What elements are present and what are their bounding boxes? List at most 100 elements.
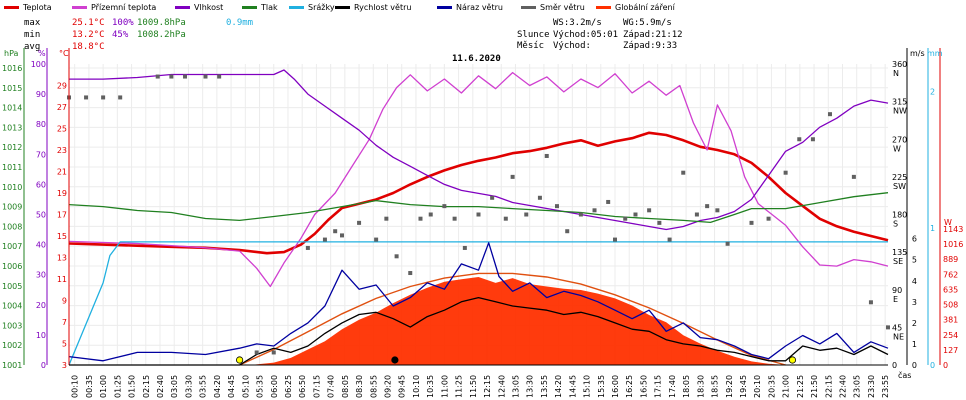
sunset-marker [788,356,797,364]
stat-avg-label: avg [24,42,40,52]
x-tick-label: 11:00 [440,375,449,398]
direction-point [271,350,276,355]
stat-max-temp: 25.1°C [72,18,105,28]
direction-point [183,74,188,79]
x-tick-label: 15:10 [583,375,592,398]
direction-point [667,237,672,242]
chart-title: 11.6.2020 [452,54,501,64]
stat-min-pres: 1008.2hPa [137,30,186,40]
legend-swatch-globalni-zareni [596,6,611,9]
direction-point [851,174,856,179]
direction-point [418,216,423,221]
x-tick-label: 22:15 [824,375,833,398]
direction-point [886,325,890,330]
tick-dir: 270 [892,135,907,144]
tick-hpa: 1004 [2,302,22,311]
x-tick-label: 19:45 [739,375,748,398]
x-tick-label: 22:40 [839,375,848,398]
stat-min-label: min [24,30,40,40]
x-tick-label: 10:35 [426,375,435,398]
direction-point [554,204,559,209]
x-tick-label: 01:50 [128,375,137,398]
tick-rad: 0 [943,361,948,370]
direction-point [340,233,344,238]
direction-point [694,212,699,217]
direction-point [827,112,832,117]
x-tick-label: 03:05 [170,375,179,398]
tick-hpa: 1002 [2,341,22,350]
legend-label-rychlost-vetru: Rychlost větru [354,3,411,12]
direction-point [217,74,222,79]
legend-label-prizemni-teplota: Přízemní teplota [91,3,156,12]
tick-pct: 60 [36,180,46,189]
tick-hpa: 1007 [2,242,22,251]
x-tick-label: 18:55 [711,375,720,398]
tick-dir: 0 [892,361,897,370]
tick-degc: 5 [62,340,67,349]
tick-hpa: 1006 [2,262,22,271]
direction-point [169,74,174,79]
stat-moon-label: Měsíc [517,41,544,51]
direction-point [783,170,788,175]
direction-point [544,153,549,158]
tick-degc: 25 [57,125,67,134]
direction-point [749,220,754,225]
series-line-tlak [68,192,889,224]
direction-point [490,195,495,200]
tick-degc: 11 [57,275,67,284]
direction-point [155,74,160,79]
legend-label-smer-vetru: Směr větru [540,3,585,12]
x-tick-label: 14:20 [554,375,563,398]
x-axis-label: čas [898,370,911,380]
tick-wind: 6 [912,235,917,244]
tick-degc: 15 [57,232,67,241]
tick-mm: 1 [930,224,935,233]
series-line-teplota [68,131,889,255]
tick-degc: 3 [62,361,67,370]
tick-pct: 50 [36,211,46,220]
tick-pct: 40 [36,241,46,250]
x-tick-label: 01:25 [113,375,122,398]
tick-pct: 0 [41,361,46,370]
tick-rad: 508 [943,301,958,310]
direction-point [333,229,338,234]
x-tick-label: 13:55 [540,375,549,398]
tick-hpa: 1013 [2,123,22,132]
tick-degc: 21 [57,168,67,177]
direction-point [797,137,802,142]
tick-hpa: 1014 [2,104,22,113]
x-tick-label: 04:45 [227,375,236,398]
direction-point [254,350,259,355]
stat-ws: WS:3.2m/s [553,18,602,28]
tick-dir-compass: E [893,295,898,304]
direction-point [452,216,457,221]
direction-point [633,212,638,217]
tick-hpa: 1003 [2,321,22,330]
legend-label-teplota: Teplota [22,3,52,12]
x-tick-label: 02:40 [156,375,165,398]
tick-dir: 180 [892,211,907,220]
stat-moonset: Západ:9:33 [623,41,677,51]
series-area-globalni-zareni [249,277,786,365]
x-tick-label: 00:10 [71,375,80,398]
tick-dir: 45 [892,323,902,332]
x-tick-label: 13:05 [511,375,520,398]
tick-hpa: 1011 [2,163,22,172]
series-line-globalni-zareni-teoreticke [239,272,786,366]
direction-point [357,220,362,225]
tick-pct: 80 [36,120,46,129]
stat-max-hum: 100% [112,18,134,28]
tick-hpa: 1005 [2,282,22,291]
tick-dir-compass: NW [893,107,907,116]
series-line-vlhkost [69,69,889,231]
series-globalni-zareni [239,272,786,366]
tick-hpa: 1015 [2,84,22,93]
series-line-srazky [68,241,888,366]
tick-wind: 3 [912,298,917,307]
tick-degc: 29 [57,82,67,91]
x-tick-label: 09:45 [398,375,407,398]
axis-unit-rad: W [944,218,952,227]
tick-pct: 100 [31,60,46,69]
event-markers [236,356,797,364]
direction-point [613,237,617,242]
